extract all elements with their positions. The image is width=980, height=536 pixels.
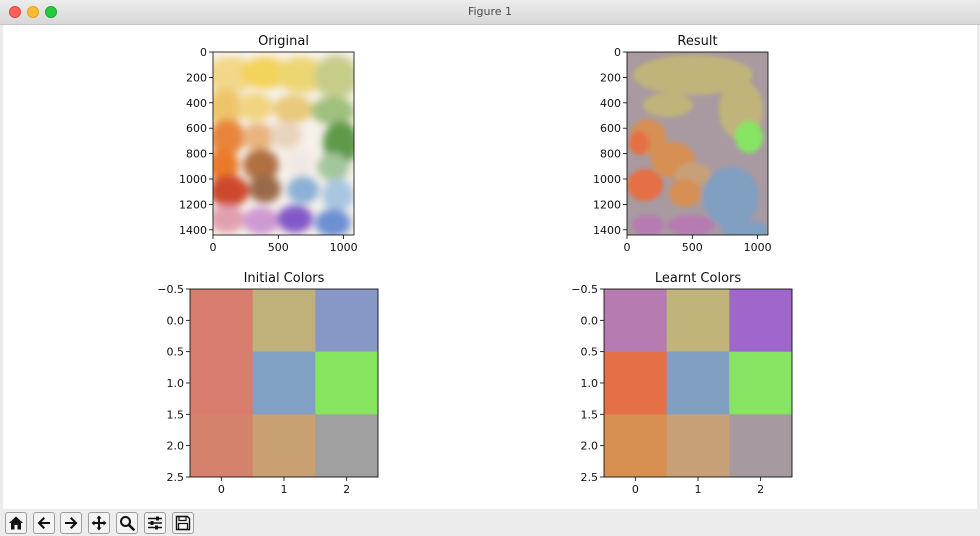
learnt-color-cell bbox=[729, 289, 793, 353]
initial-color-cell bbox=[252, 289, 316, 353]
configure-subplots-button[interactable] bbox=[144, 512, 166, 534]
home-icon bbox=[9, 516, 23, 530]
original-image bbox=[213, 52, 354, 235]
original-ytick-label: 600 bbox=[186, 122, 207, 135]
arrow-right-icon bbox=[65, 517, 78, 529]
learnt-colors-grid bbox=[604, 289, 793, 478]
learnt-color-cell bbox=[666, 351, 730, 415]
learnt-ytick-label: 0.0 bbox=[581, 314, 599, 327]
learnt-color-cell bbox=[666, 289, 730, 353]
initial-color-cell bbox=[315, 414, 379, 478]
original-ytick-label: 800 bbox=[186, 148, 207, 161]
initial-ytick-label: 0.5 bbox=[167, 346, 185, 359]
learnt-color-cell bbox=[729, 414, 793, 478]
initial-ytick-label: 2.5 bbox=[167, 471, 185, 484]
result-xtick-label: 500 bbox=[682, 241, 703, 254]
initial-colors-title: Initial Colors bbox=[244, 271, 325, 286]
sliders-icon bbox=[148, 516, 162, 530]
learnt-ytick-label: 2.0 bbox=[581, 440, 599, 453]
initial-xtick-label: 0 bbox=[218, 483, 225, 496]
learnt-colors-title: Learnt Colors bbox=[655, 271, 742, 286]
initial-color-cell bbox=[190, 351, 254, 415]
learnt-ytick-label: 1.0 bbox=[581, 377, 599, 390]
original-ytick-label: 1400 bbox=[179, 224, 207, 237]
window-title: Figure 1 bbox=[467, 5, 513, 18]
initial-xtick-label: 1 bbox=[281, 483, 288, 496]
result-ytick-label: 200 bbox=[600, 71, 621, 84]
initial-ytick-label: −0.5 bbox=[157, 283, 184, 296]
minimize-window-button[interactable] bbox=[27, 6, 39, 18]
initial-colors-grid bbox=[190, 289, 379, 478]
original-xtick-label: 1000 bbox=[330, 241, 358, 254]
back-button[interactable] bbox=[33, 512, 55, 534]
initial-colors-axes[interactable]: Initial Colors −0.5 0.0 0.5 1.0 1.5 2.0 2.5 0 1… bbox=[157, 271, 379, 496]
initial-color-cell bbox=[252, 351, 316, 415]
learnt-color-cell bbox=[666, 414, 730, 478]
learnt-xtick-label: 2 bbox=[757, 483, 764, 496]
floppy-icon bbox=[175, 515, 191, 531]
result-ytick-label: 400 bbox=[600, 97, 621, 110]
title-bar[interactable]: Figure 1 bbox=[0, 0, 980, 25]
pan-button[interactable] bbox=[88, 512, 110, 534]
learnt-color-cell bbox=[604, 289, 668, 353]
original-axes[interactable]: Original bbox=[179, 34, 359, 254]
maximize-window-button[interactable] bbox=[45, 6, 57, 18]
initial-xtick-label: 2 bbox=[343, 483, 350, 496]
learnt-color-cell bbox=[604, 351, 668, 415]
original-xtick-label: 500 bbox=[268, 241, 289, 254]
initial-ytick-label: 0.0 bbox=[167, 314, 185, 327]
learnt-color-cell bbox=[604, 414, 668, 478]
initial-color-cell bbox=[190, 414, 254, 478]
original-ytick-label: 0 bbox=[200, 46, 207, 59]
zoom-button[interactable] bbox=[116, 512, 138, 534]
result-image bbox=[627, 52, 768, 235]
home-button[interactable] bbox=[5, 512, 27, 534]
original-ytick-label: 1000 bbox=[179, 173, 207, 186]
learnt-xtick-label: 1 bbox=[695, 483, 702, 496]
learnt-ytick-label: 2.5 bbox=[581, 471, 599, 484]
initial-color-cell bbox=[252, 414, 316, 478]
figure-svg: Original bbox=[157, 34, 793, 496]
result-xtick-label: 1000 bbox=[744, 241, 772, 254]
save-button[interactable] bbox=[172, 512, 194, 534]
forward-button[interactable] bbox=[60, 512, 82, 534]
original-title: Original bbox=[258, 34, 309, 49]
initial-ytick-label: 1.0 bbox=[167, 377, 185, 390]
learnt-colors-axes[interactable]: Learnt Colors −0.5 0.0 0.5 1.0 1.5 2.0 2.5 0 1 2 bbox=[571, 271, 793, 496]
learnt-color-cell bbox=[729, 351, 793, 415]
result-ytick-label: 1000 bbox=[593, 173, 621, 186]
result-axes[interactable]: Result bbox=[593, 34, 772, 254]
learnt-ytick-label: 0.5 bbox=[581, 346, 599, 359]
figure-canvas[interactable]: Original bbox=[3, 25, 977, 509]
original-xtick-label: 0 bbox=[210, 241, 217, 254]
original-ytick-label: 200 bbox=[186, 71, 207, 84]
close-window-button[interactable] bbox=[9, 6, 21, 18]
result-ytick-label: 1200 bbox=[593, 198, 621, 211]
magnifier-icon bbox=[120, 516, 135, 531]
learnt-ytick-label: −0.5 bbox=[571, 283, 598, 296]
result-xtick-label: 0 bbox=[624, 241, 631, 254]
arrow-left-icon bbox=[37, 517, 50, 529]
learnt-ytick-label: 1.5 bbox=[581, 408, 599, 421]
initial-ytick-label: 2.0 bbox=[167, 440, 185, 453]
initial-color-cell bbox=[190, 289, 254, 353]
result-ytick-label: 1400 bbox=[593, 224, 621, 237]
navigation-toolbar bbox=[0, 509, 980, 536]
initial-ytick-label: 1.5 bbox=[167, 408, 185, 421]
result-ytick-label: 600 bbox=[600, 122, 621, 135]
initial-color-cell bbox=[315, 351, 379, 415]
result-ytick-label: 0 bbox=[614, 46, 621, 59]
original-ytick-label: 400 bbox=[186, 97, 207, 110]
learnt-xtick-label: 0 bbox=[632, 483, 639, 496]
original-ytick-label: 1200 bbox=[179, 198, 207, 211]
initial-color-cell bbox=[315, 289, 379, 353]
move-icon bbox=[91, 515, 107, 531]
result-title: Result bbox=[677, 34, 717, 49]
result-ytick-label: 800 bbox=[600, 148, 621, 161]
